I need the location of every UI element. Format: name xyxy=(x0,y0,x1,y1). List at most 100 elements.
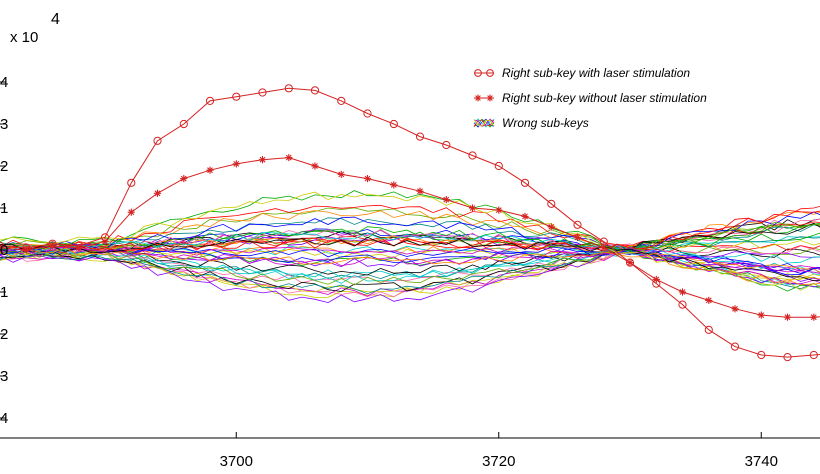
wrong-subkeys-layer xyxy=(0,190,820,304)
star-marker xyxy=(311,162,319,170)
circle-marker xyxy=(127,178,136,187)
star-marker xyxy=(442,196,450,204)
circle-marker xyxy=(363,109,372,118)
wrong-subkey-trace xyxy=(0,217,820,252)
star-marker xyxy=(363,175,372,183)
star-marker xyxy=(731,305,739,313)
star-marker xyxy=(495,206,503,214)
circle-marker xyxy=(678,300,687,309)
star-marker xyxy=(101,238,109,246)
star-marker xyxy=(600,244,608,252)
y-tick-label: 4 xyxy=(0,74,8,91)
wrong-subkey-trace xyxy=(0,222,820,292)
y-tick-label: 2 xyxy=(0,158,8,175)
series-line-with-laser xyxy=(0,87,820,358)
circle-marker xyxy=(757,350,766,360)
star-marker xyxy=(206,166,214,174)
star-marker xyxy=(474,94,482,102)
star-marker xyxy=(127,208,135,216)
legend-label: Wrong sub-keys xyxy=(502,116,589,130)
circle-marker xyxy=(310,86,320,95)
circle-marker xyxy=(258,88,267,97)
circle-marker xyxy=(284,84,293,93)
star-marker xyxy=(75,244,83,252)
circle-marker xyxy=(415,132,425,141)
plot-area xyxy=(0,0,820,438)
circle-marker xyxy=(547,199,556,208)
x-tick-label: 3740 xyxy=(745,453,778,470)
x-ticks: 3700372037403760 xyxy=(220,432,778,470)
wrong-subkey-trace xyxy=(0,246,820,276)
circle-marker xyxy=(783,353,792,362)
wrong-subkey-trace xyxy=(0,245,820,276)
wrong-subkey-trace xyxy=(0,236,820,279)
y-tick-label: 0 xyxy=(0,242,8,259)
x-tick-label: 3700 xyxy=(220,453,253,470)
y-multiplier: x 10 4 xyxy=(10,11,60,46)
legend-circle-marker xyxy=(474,69,482,77)
wrong-subkey-trace xyxy=(0,204,820,249)
wrong-subkey-trace xyxy=(0,248,820,304)
right-subkey-layer xyxy=(0,84,820,362)
star-marker xyxy=(678,288,687,296)
star-marker xyxy=(486,94,494,102)
star-marker xyxy=(22,246,30,254)
circle-marker xyxy=(389,119,398,129)
wrong-subkey-trace xyxy=(0,222,820,298)
circle-marker xyxy=(468,151,477,160)
legend-entry: Right sub-key with laser stimulation xyxy=(474,66,690,80)
y-tick-label: 2 xyxy=(0,326,8,343)
star-marker xyxy=(390,181,398,189)
legend-label: Right sub-key with laser stimulation xyxy=(502,66,690,80)
wrong-subkey-trace xyxy=(0,236,820,295)
legend-label: Right sub-key without laser stimulation xyxy=(502,91,707,105)
wrong-subkey-trace xyxy=(0,236,820,282)
wrong-subkey-trace xyxy=(0,211,820,251)
circle-marker xyxy=(704,325,713,334)
star-marker xyxy=(626,259,634,267)
plot-frame xyxy=(0,0,820,438)
circle-marker xyxy=(0,241,5,250)
wrong-subkey-trace xyxy=(0,191,820,291)
star-marker xyxy=(232,160,240,168)
star-marker xyxy=(416,187,424,195)
wrong-subkey-trace xyxy=(0,209,820,252)
wrong-subkey-trace xyxy=(0,228,820,271)
circle-marker xyxy=(232,92,241,101)
star-marker xyxy=(573,233,582,241)
circle-marker xyxy=(179,119,188,129)
y-tick-label: 3 xyxy=(0,116,8,133)
x-tick-label: 3720 xyxy=(482,453,515,470)
y-ticks: 4 3 2 1 0 1 2 3 4 xyxy=(0,74,8,427)
star-marker xyxy=(810,313,818,321)
legend: Right sub-key with laser stimulation Righ… xyxy=(473,66,707,130)
wrong-subkey-trace xyxy=(0,221,820,286)
wrong-subkey-trace xyxy=(0,246,820,274)
star-marker xyxy=(783,313,792,321)
star-marker xyxy=(337,170,345,178)
y-tick-label: 1 xyxy=(0,200,8,217)
star-marker xyxy=(258,156,267,164)
legend-entry: Wrong sub-keys xyxy=(473,116,589,130)
circle-marker xyxy=(520,178,530,187)
circle-marker xyxy=(494,161,503,171)
wrong-subkey-trace xyxy=(0,248,820,282)
y-tick-label: 1 xyxy=(0,284,8,301)
circle-marker xyxy=(573,220,582,229)
y-multiplier-base: x 10 xyxy=(10,29,38,46)
star-marker xyxy=(521,212,529,220)
wrong-subkey-trace xyxy=(0,247,820,286)
wrong-subkey-trace xyxy=(0,246,820,274)
star-marker xyxy=(705,296,713,304)
wrong-subkey-trace xyxy=(0,228,820,254)
legend-circle-marker xyxy=(486,69,494,77)
circle-marker xyxy=(153,136,162,145)
wrong-subkey-trace xyxy=(0,232,820,264)
legend-entry: Right sub-key without laser stimulation xyxy=(474,91,707,105)
circle-marker xyxy=(205,96,215,106)
y-multiplier-exponent: 4 xyxy=(51,11,60,28)
star-marker xyxy=(180,175,188,183)
circle-marker xyxy=(442,140,451,150)
circle-marker xyxy=(809,350,818,360)
